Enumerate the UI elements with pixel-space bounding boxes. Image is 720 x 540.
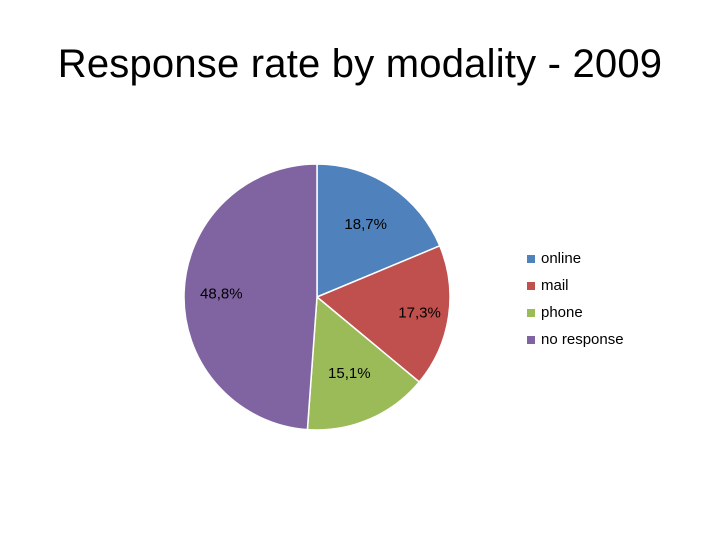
legend-label-mail: mail xyxy=(541,277,569,294)
data-label-online: 18,7% xyxy=(344,216,387,233)
legend: online mail phone no response xyxy=(527,245,624,353)
chart-title: Response rate by modality - 2009 xyxy=(57,42,663,86)
pie-slice-online xyxy=(316,163,441,299)
legend-label-phone: phone xyxy=(541,304,583,321)
legend-swatch-online xyxy=(527,254,535,263)
legend-label-online: online xyxy=(541,250,582,267)
data-label-phone: 15,1% xyxy=(328,365,371,382)
pie-slice-mail xyxy=(315,244,451,384)
legend-swatch-mail xyxy=(527,281,535,290)
legend-swatch-no-response xyxy=(527,335,535,344)
legend-swatch-phone xyxy=(527,308,535,317)
legend-item-phone: phone xyxy=(527,299,624,326)
pie-slice-no-response xyxy=(183,163,318,431)
pie-slice-phone xyxy=(306,295,421,431)
legend-item-mail: mail xyxy=(527,272,624,299)
data-label-mail: 17,3% xyxy=(398,304,441,321)
data-label-no-response: 48,8% xyxy=(200,286,243,303)
legend-item-no-response: no response xyxy=(527,326,624,353)
legend-label-no-response: no response xyxy=(541,331,624,348)
legend-item-online: online xyxy=(527,245,624,272)
